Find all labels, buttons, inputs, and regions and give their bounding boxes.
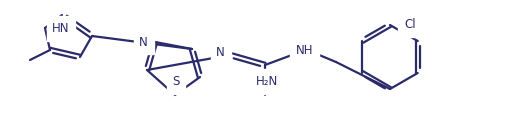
Text: S: S (172, 75, 179, 88)
Text: HN: HN (52, 22, 70, 35)
Text: Cl: Cl (403, 19, 415, 31)
Text: N: N (216, 46, 225, 60)
Text: NH: NH (295, 44, 313, 57)
Text: N: N (139, 35, 147, 49)
Text: H₂N: H₂N (256, 75, 278, 88)
